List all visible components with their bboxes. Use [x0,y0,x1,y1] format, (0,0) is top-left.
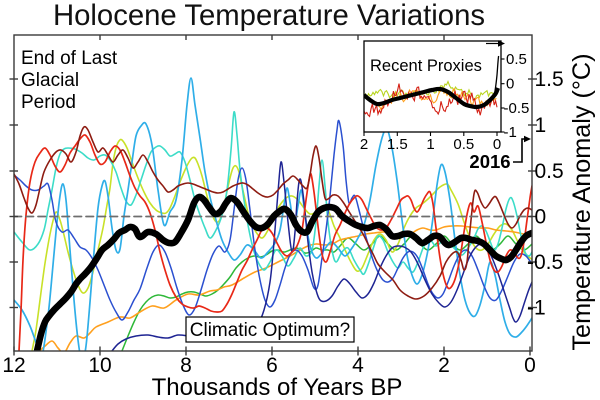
svg-text:-1: -1 [504,124,517,141]
svg-text:Climatic Optimum?: Climatic Optimum? [190,320,350,341]
svg-text:2: 2 [438,354,450,377]
svg-text:1: 1 [535,114,547,137]
svg-text:Thousands of Years BP: Thousands of Years BP [152,374,403,400]
svg-text:Holocene Temperature Variation: Holocene Temperature Variations [53,0,485,32]
svg-text:8: 8 [180,354,192,377]
svg-text:0: 0 [535,206,547,229]
svg-text:Temperature Anomaly (°C): Temperature Anomaly (°C) [568,53,596,350]
svg-text:2016: 2016 [469,151,510,172]
svg-text:12: 12 [2,354,25,377]
svg-text:-0.5: -0.5 [504,100,530,117]
svg-text:-0.5: -0.5 [527,251,563,274]
svg-text:0: 0 [506,76,514,93]
svg-text:2: 2 [360,136,368,153]
svg-text:1.5: 1.5 [535,68,564,91]
svg-text:10: 10 [88,354,111,377]
svg-text:0.5: 0.5 [453,136,474,153]
svg-text:0.5: 0.5 [506,51,527,68]
svg-text:4: 4 [352,354,364,377]
svg-text:-1: -1 [527,297,546,320]
svg-text:1.5: 1.5 [387,136,408,153]
svg-text:1: 1 [426,136,434,153]
svg-text:Recent Proxies: Recent Proxies [370,57,482,75]
svg-text:0: 0 [493,136,501,153]
svg-text:Glacial: Glacial [21,70,79,91]
svg-text:Period: Period [21,92,76,113]
svg-text:0: 0 [524,354,536,377]
svg-text:0.5: 0.5 [535,160,564,183]
svg-text:End of Last: End of Last [21,48,118,69]
svg-text:6: 6 [266,354,278,377]
